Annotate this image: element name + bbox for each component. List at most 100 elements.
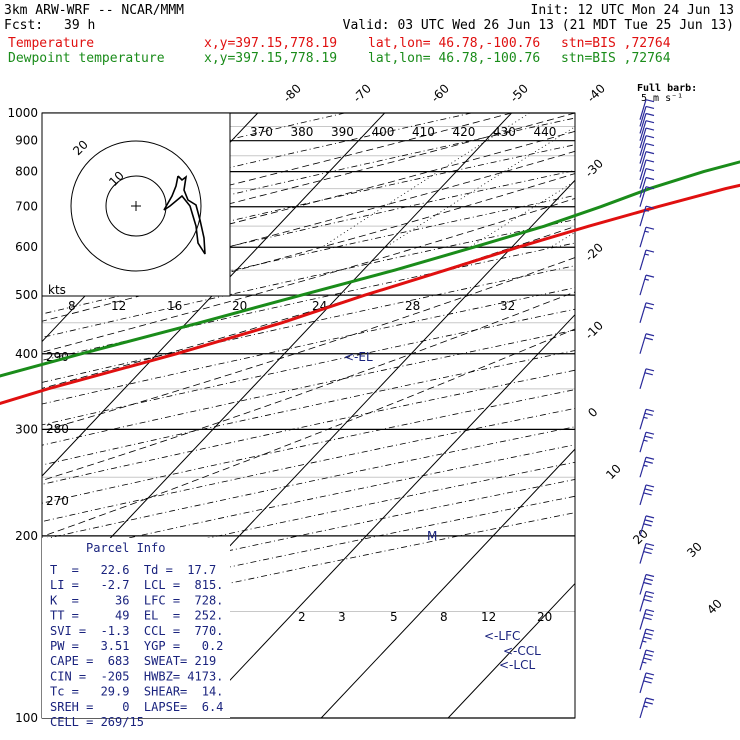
wind-barb-feather	[642, 640, 647, 643]
mixing-ratio-label: 2	[298, 610, 306, 624]
isotherm-label-right: 0	[585, 405, 600, 420]
wind-barb	[639, 515, 655, 537]
temperature-xy: x,y=397.15,778.19	[204, 36, 338, 51]
pressure-label: 200	[15, 529, 38, 543]
wind-barb-feather	[644, 253, 649, 256]
wind-barb-staff	[639, 432, 647, 453]
pressure-label: 400	[15, 347, 38, 361]
isotherm-label-right: 30	[684, 539, 705, 560]
wind-barb	[639, 484, 655, 506]
dry-adiabat	[42, 408, 575, 522]
theta-label: 420	[453, 125, 476, 139]
wind-barb	[639, 542, 655, 564]
moist-adiabat	[42, 113, 575, 252]
wind-barb-feather	[643, 598, 652, 603]
isotherm-label-right: -10	[582, 318, 606, 342]
wind-barb-feather	[644, 519, 653, 523]
moist-adiabat	[43, 328, 575, 537]
wind-barb-feather	[645, 135, 655, 139]
wind-barb-feather	[645, 120, 655, 124]
wind-barb-staff	[639, 99, 647, 120]
theta-label: 440	[534, 125, 557, 139]
wind-barb-feather	[644, 676, 653, 680]
dewpoint-profile	[0, 160, 740, 378]
theta-label: 400	[372, 125, 395, 139]
parcel-info-row: K = 36 LFC = 728.	[50, 593, 223, 607]
hodograph-trace	[163, 175, 206, 255]
pressure-label: 300	[15, 422, 38, 436]
wind-barb-feather	[644, 435, 653, 439]
wind-barb-staff	[639, 106, 647, 127]
wind-barb-feather	[645, 127, 655, 131]
parcel-info-row: TT = 49 EL = 252.	[50, 609, 223, 623]
hodograph-speed-label: 12	[111, 299, 126, 313]
wind-barb-staff	[639, 177, 647, 198]
wind-barb-feather	[643, 439, 648, 442]
wind-barb-staff	[639, 368, 647, 390]
mixing-ratio-label: 12	[481, 610, 496, 624]
wind-barb-feather	[644, 460, 653, 464]
wind-barb-staff	[639, 249, 647, 271]
moist-adiabat	[42, 291, 575, 481]
isotherm-label-right: -20	[582, 240, 606, 264]
wind-barb-feather	[645, 573, 655, 578]
wind-barb-feather	[643, 523, 652, 527]
wind-barb-feather	[644, 632, 653, 636]
wind-barb	[639, 112, 655, 134]
wind-barb	[639, 226, 655, 248]
wind-barb-feather	[644, 209, 649, 212]
parcel-info-title: Parcel Info	[86, 541, 165, 555]
lfc-marker: <-LFC	[484, 629, 520, 643]
wind-barb-feather	[643, 464, 648, 467]
dewpoint-latlon: lat,lon= 46.78,-100.76	[368, 51, 541, 66]
wind-barb-feather	[645, 168, 655, 172]
dry-adiabat	[42, 117, 575, 240]
theta-label: 430	[493, 125, 516, 139]
wind-barb-staff	[639, 409, 647, 430]
theta-label: 380	[291, 125, 314, 139]
wind-barb	[639, 176, 655, 198]
temperature-station: stn=BIS ,72764	[561, 36, 671, 51]
wind-barb	[639, 105, 655, 127]
m-marker: M	[427, 529, 437, 543]
hodograph-speed-label: 8	[68, 299, 76, 313]
wind-barb-feather	[644, 372, 653, 376]
dry-adiabat	[42, 265, 575, 383]
wind-barb-staff	[639, 628, 647, 650]
temperature-latlon: lat,lon= 46.78,-100.76	[368, 36, 541, 51]
mixing-ratio-line	[720, 113, 740, 247]
isotherm	[42, 113, 512, 612]
wind-barb-staff	[639, 697, 647, 719]
isotherm	[702, 113, 740, 718]
mixing-ratio-label: 20	[537, 610, 552, 624]
wind-barb-feather	[643, 617, 652, 621]
init-time: Init: 12 UTC Mon 24 Jun 13	[530, 3, 735, 18]
parcel-info-row: Tc = 29.9 SHEAR= 14.	[50, 685, 223, 699]
dry-adiabat	[42, 461, 575, 575]
wind-barb-feather	[645, 142, 655, 147]
wind-barb-feather	[645, 672, 655, 676]
wind-barb	[639, 431, 655, 453]
wind-barb-feather	[645, 226, 655, 230]
barb-key-title: Full barb:	[637, 83, 698, 94]
hodograph-speed-label: 32	[500, 299, 515, 313]
wind-barb-feather	[643, 705, 648, 708]
wind-barb-feather	[643, 550, 652, 555]
wind-barb-feather	[645, 186, 655, 190]
wind-barb-feather	[645, 151, 655, 155]
theta-label-left: 270	[46, 494, 69, 508]
wind-barb-staff	[639, 227, 647, 248]
mixing-ratio-label: 5	[390, 610, 398, 624]
wind-barb	[639, 609, 655, 630]
wind-barb-feather	[645, 249, 655, 253]
parcel-info-row: CAPE = 683 SWEAT= 219	[50, 654, 216, 668]
dry-adiabat	[42, 444, 575, 558]
wind-barb	[639, 590, 655, 612]
moist-adiabat	[42, 257, 575, 432]
wind-barb-staff	[639, 274, 647, 296]
wind-barb-staff	[639, 302, 647, 323]
isotherm	[574, 717, 575, 718]
wind-barb-feather	[644, 488, 653, 492]
wind-barb-staff	[639, 484, 647, 506]
